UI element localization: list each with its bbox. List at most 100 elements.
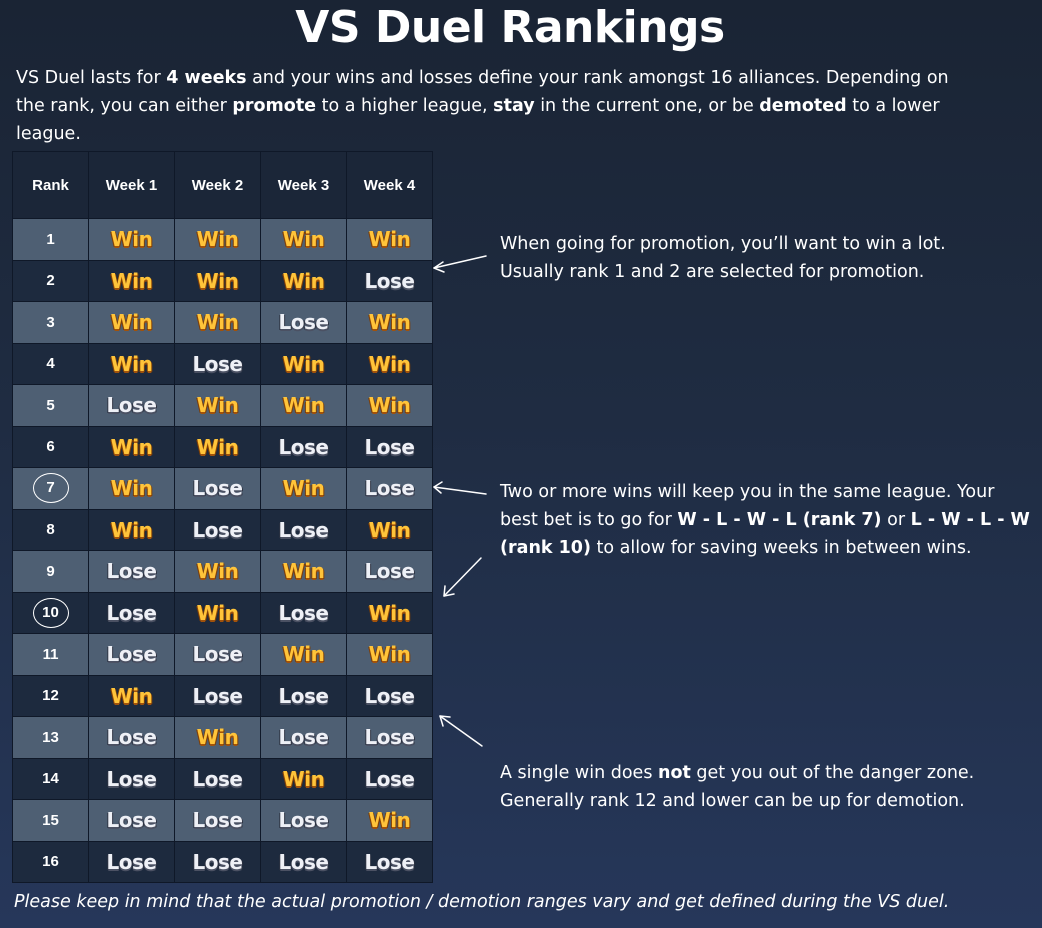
lose-label: Lose [278, 725, 329, 750]
win-label: Win [196, 268, 239, 293]
stay-note: Two or more wins will keep you in the sa… [500, 478, 1036, 562]
week-4-result-cell: Win [346, 384, 433, 427]
demotion-note-line-2: Generally rank 12 and lower can be up fo… [500, 791, 965, 811]
rank-cell: 10 [12, 591, 89, 634]
rank-number: 13 [42, 728, 59, 746]
header-week-2: Week 2 [174, 151, 261, 219]
win-label: Win [196, 559, 239, 584]
lose-label: Lose [192, 683, 243, 708]
win-label: Win [282, 393, 325, 418]
win-label: Win [368, 600, 411, 625]
win-label: Win [110, 517, 153, 542]
lose-label: Lose [192, 476, 243, 501]
intro-bold-stay: stay [493, 96, 535, 116]
lose-label: Lose [192, 849, 243, 874]
week-2-result-cell: Win [174, 218, 261, 261]
week-2-result-cell: Win [174, 591, 261, 634]
week-1-result-cell: Lose [88, 716, 175, 759]
week-1-result-cell: Win [88, 259, 175, 302]
week-1-result-cell: Win [88, 674, 175, 717]
week-2-result-cell: Lose [174, 799, 261, 842]
win-label: Win [282, 268, 325, 293]
lose-label: Lose [106, 393, 157, 418]
week-2-result-cell: Lose [174, 633, 261, 676]
intro-text-3: to a higher league, [316, 96, 494, 116]
rank-number: 14 [42, 770, 59, 788]
rank10-arrow-icon [443, 557, 482, 597]
rank-number: 15 [42, 811, 59, 829]
demotion-arrow-icon [439, 715, 483, 747]
rank-number: 12 [42, 687, 59, 705]
table-row: 12 Win Lose Lose Lose [12, 674, 433, 717]
win-label: Win [196, 434, 239, 459]
win-label: Win [110, 227, 153, 252]
win-label: Win [110, 268, 153, 293]
week-2-result-cell: Win [174, 550, 261, 593]
promotion-note: When going for promotion, you’ll want to… [500, 230, 946, 286]
header-week-1: Week 1 [88, 151, 175, 219]
promotion-note-line-1: When going for promotion, you’ll want to… [500, 234, 946, 254]
lose-label: Lose [106, 559, 157, 584]
table-row: 16 Lose Lose Lose Lose [12, 840, 433, 883]
week-2-result-cell: Win [174, 384, 261, 427]
lose-label: Lose [278, 808, 329, 833]
rank-cell: 8 [12, 508, 89, 551]
win-label: Win [196, 393, 239, 418]
stay-note-text-3: to allow for saving weeks in between win… [590, 538, 972, 558]
week-4-result-cell: Lose [346, 550, 433, 593]
week-4-result-cell: Lose [346, 716, 433, 759]
win-label: Win [368, 642, 411, 667]
week-3-result-cell: Win [260, 550, 347, 593]
intro-text-5: to a lower league. [16, 96, 940, 144]
rank-cell: 14 [12, 757, 89, 800]
demotion-note: A single win does not get you out of the… [500, 759, 974, 815]
lose-label: Lose [278, 600, 329, 625]
page-title: VS Duel Rankings [295, 2, 725, 53]
rank-cell: 3 [12, 301, 89, 344]
rank-cell: 6 [12, 425, 89, 468]
lose-label: Lose [364, 559, 415, 584]
footer-note: Please keep in mind that the actual prom… [14, 892, 950, 912]
win-label: Win [196, 310, 239, 335]
week-2-result-cell: Lose [174, 508, 261, 551]
rank-cell: 2 [12, 259, 89, 302]
table-row: 7 Win Lose Win Lose [12, 467, 433, 510]
table-row: 2 Win Win Win Lose [12, 259, 433, 302]
stay-note-bold-rank10: L - W - L - W (rank 10) [500, 510, 1030, 558]
win-label: Win [368, 808, 411, 833]
intro-text-2: and your wins and losses define your ran… [16, 68, 949, 116]
lose-label: Lose [106, 725, 157, 750]
intro-paragraph: VS Duel lasts for 4 weeks and your wins … [16, 64, 976, 148]
lose-label: Lose [192, 351, 243, 376]
rank-cell: 4 [12, 342, 89, 385]
week-3-result-cell: Win [260, 384, 347, 427]
win-label: Win [368, 517, 411, 542]
stay-note-text-1: Two or more wins will keep you in the sa… [500, 482, 995, 530]
table-row: 10 Lose Win Lose Win [12, 591, 433, 634]
table-body: 1 Win Win Win Win 2 Win Win Win Lose 3 Win Win Lose Wi… [12, 218, 433, 883]
lose-label: Lose [192, 808, 243, 833]
week-4-result-cell: Lose [346, 674, 433, 717]
week-2-result-cell: Lose [174, 467, 261, 510]
week-4-result-cell: Win [346, 591, 433, 634]
stay-note-text-2: or [881, 510, 911, 530]
week-3-result-cell: Lose [260, 716, 347, 759]
lose-label: Lose [364, 766, 415, 791]
week-3-result-cell: Win [260, 259, 347, 302]
lose-label: Lose [106, 808, 157, 833]
table-row: 11 Lose Lose Win Win [12, 633, 433, 676]
win-label: Win [282, 642, 325, 667]
lose-label: Lose [278, 434, 329, 459]
rank-cell: 15 [12, 799, 89, 842]
lose-label: Lose [364, 476, 415, 501]
rank-cell: 9 [12, 550, 89, 593]
lose-label: Lose [106, 766, 157, 791]
demotion-note-text-2: get you out of the danger zone. [690, 763, 975, 783]
demotion-note-bold-not: not [658, 763, 691, 783]
lose-label: Lose [192, 642, 243, 667]
week-3-result-cell: Win [260, 342, 347, 385]
win-label: Win [110, 351, 153, 376]
intro-bold-weeks: 4 weeks [166, 68, 247, 88]
header-week-4: Week 4 [346, 151, 433, 219]
week-4-result-cell: Win [346, 799, 433, 842]
